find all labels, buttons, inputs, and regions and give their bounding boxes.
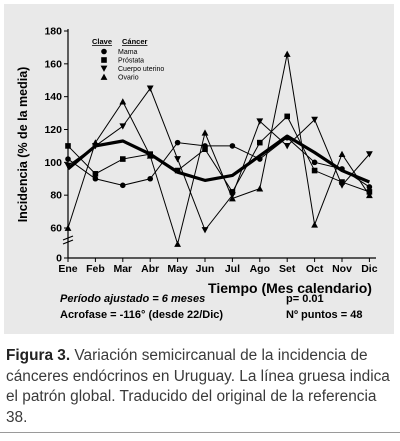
data-point <box>257 139 263 146</box>
legend-marker <box>101 48 107 55</box>
data-point <box>120 156 126 162</box>
data-point <box>256 118 264 125</box>
data-point <box>64 224 72 231</box>
axis-break-mark <box>62 239 74 245</box>
legend-header-key: Clave <box>92 37 112 46</box>
y-tick-label: 120 <box>44 124 62 136</box>
x-tick-label: Feb <box>86 263 105 275</box>
data-point <box>338 150 346 158</box>
axis-break-mark <box>62 235 74 241</box>
annotation-p-value: p= 0.01 <box>286 293 324 305</box>
x-tick-label: Jul <box>225 263 240 275</box>
data-point <box>119 123 127 130</box>
y-tick-label: 180 <box>44 26 62 38</box>
data-point <box>257 156 263 162</box>
y-tick-label: 80 <box>50 190 62 202</box>
x-tick-label: Ago <box>250 263 270 275</box>
legend-label: Cuerpo uterino <box>118 66 164 73</box>
data-point <box>256 185 264 192</box>
data-point <box>65 156 71 162</box>
x-axis-label: Tiempo (Mes calendario) <box>208 280 372 296</box>
x-tick-label: Dic <box>361 263 378 275</box>
legend-label: Ovario <box>118 75 139 82</box>
x-tick-label: Nov <box>332 263 352 275</box>
data-point <box>174 139 181 146</box>
series-line <box>67 115 370 193</box>
data-point <box>229 143 236 149</box>
x-tick-label: Ene <box>58 263 77 275</box>
data-point <box>284 134 291 141</box>
x-tick-label: Jun <box>196 263 215 275</box>
data-point <box>201 129 209 136</box>
global-pattern-line <box>66 134 371 184</box>
x-tick-label: May <box>167 263 188 275</box>
series-line <box>67 53 370 246</box>
data-point <box>92 139 99 146</box>
annotation-period: Período ajustado = 6 meses <box>60 293 205 305</box>
data-point <box>339 166 345 172</box>
y-tick-label: 160 <box>44 58 62 70</box>
annotation-acrophase: Acrofase = -116° (desde 22/Dic) <box>60 309 223 321</box>
data-point <box>339 179 345 185</box>
y-tick-label: 0 <box>56 253 62 265</box>
data-point <box>65 143 71 149</box>
caption-lead: Figura 3. <box>6 347 71 364</box>
data-point <box>146 152 154 159</box>
legend-marker <box>100 73 108 80</box>
legend-label: Mama <box>118 49 138 56</box>
data-point <box>366 151 373 158</box>
data-point <box>284 113 290 120</box>
data-point <box>120 182 126 189</box>
legend-marker <box>100 65 108 72</box>
data-point <box>146 85 154 92</box>
y-axis-label: Incidencia (% de la media) <box>16 67 30 223</box>
data-point <box>119 98 127 105</box>
data-point <box>174 167 181 174</box>
series-line <box>67 137 370 188</box>
data-point <box>174 240 181 247</box>
x-tick-label: Oct <box>306 263 324 275</box>
data-point <box>202 146 208 152</box>
data-point <box>311 159 318 166</box>
data-point <box>311 116 318 124</box>
data-point <box>174 156 181 163</box>
data-point <box>92 171 99 177</box>
data-point <box>92 175 99 182</box>
data-point <box>147 175 153 182</box>
data-point <box>229 195 236 202</box>
data-point <box>201 227 209 234</box>
data-point <box>366 184 373 190</box>
divider <box>0 432 400 433</box>
data-point <box>338 182 346 189</box>
y-tick-label: 100 <box>44 157 62 169</box>
data-point <box>283 50 291 57</box>
legend-label: Próstata <box>118 58 144 65</box>
legend-header-name: Cáncer <box>122 37 148 46</box>
y-tick-label: 140 <box>44 91 62 103</box>
x-tick-label: Set <box>279 263 296 275</box>
annotation-points: Nº puntos = 48 <box>286 309 362 321</box>
figure-caption: Figura 3. Variación semicircanual de la … <box>6 346 396 428</box>
legend-marker <box>101 57 107 63</box>
data-point <box>311 167 318 174</box>
x-tick-label: Mar <box>113 263 132 275</box>
data-point <box>64 162 72 170</box>
data-point <box>229 189 236 195</box>
series-line <box>67 87 370 231</box>
x-tick-label: Abr <box>141 263 159 275</box>
data-point <box>366 191 373 199</box>
y-tick-label: 60 <box>50 223 62 235</box>
data-point <box>283 143 291 150</box>
data-point <box>311 221 318 228</box>
caption-text: Variación semicircanual de la incidencia… <box>6 347 390 426</box>
